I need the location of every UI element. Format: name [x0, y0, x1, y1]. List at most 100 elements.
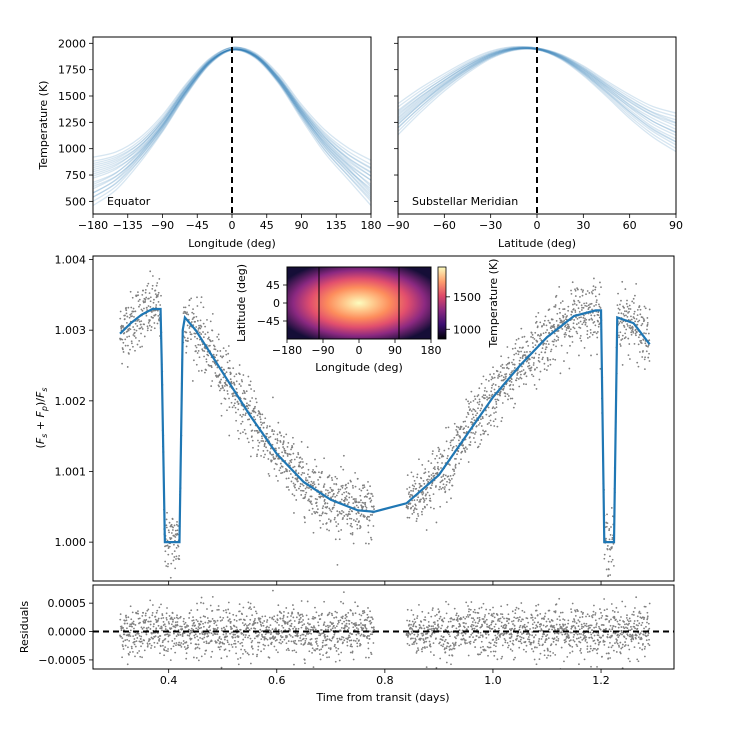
residual-data-point: [216, 633, 219, 636]
residual-data-point: [619, 632, 622, 635]
phase-curve-data-point: [534, 331, 537, 334]
phase-curve-data-point: [170, 523, 173, 526]
residual-data-point: [295, 616, 298, 619]
residual-data-point: [519, 624, 522, 627]
residual-data-point: [583, 622, 586, 625]
residual-data-point: [493, 654, 496, 657]
phase-curve-data-point: [141, 345, 143, 348]
residual-data-point: [228, 649, 231, 652]
residual-data-point: [447, 642, 450, 645]
phase-curve-data-point: [450, 477, 453, 480]
residual-data-point: [234, 633, 236, 636]
residual-data-point: [168, 622, 171, 625]
phase-curve-data-point: [145, 296, 148, 299]
residual-data-point: [483, 648, 486, 651]
meridian-x-ticks: −90 −60 −30 0 30 60 90: [386, 214, 683, 232]
residual-data-point: [315, 611, 318, 614]
phase-curve-data-point: [579, 320, 582, 323]
phase-curve-data-point: [204, 333, 207, 336]
residual-data-point: [351, 650, 354, 653]
phase-curve-data-point: [242, 408, 245, 411]
residual-data-point: [449, 648, 452, 650]
residual-data-point: [360, 622, 362, 625]
phase-curve-data-point: [563, 308, 566, 310]
phase-curve-data-point: [547, 359, 549, 362]
residual-data-point: [586, 651, 589, 653]
phase-curve-data-point: [144, 288, 147, 291]
phase-curve-data-point: [264, 453, 266, 456]
residual-data-point: [198, 647, 201, 650]
phase-curve-data-point: [318, 471, 320, 474]
residual-data-point: [538, 658, 541, 661]
phase-curve-data-point: [152, 316, 155, 319]
phase-curve-data-point: [582, 321, 585, 324]
residual-data-point: [199, 616, 202, 619]
phase-curve-data-point: [426, 491, 429, 494]
residual-data-point: [146, 642, 149, 645]
residual-data-point: [425, 666, 428, 669]
phase-curve-data-point: [323, 498, 326, 501]
phase-curve-data-point: [310, 495, 313, 498]
residual-data-point: [197, 659, 200, 662]
residual-data-point: [596, 647, 599, 650]
residual-data-point: [457, 634, 460, 636]
residual-data-point: [558, 623, 561, 626]
residuals-axes-frame: [92, 584, 675, 670]
colorbar-tick-label: 1500: [453, 291, 481, 304]
phase-curve-data-point: [561, 320, 563, 323]
phase-curve-data-point: [266, 449, 269, 452]
phase-curve-data-point: [186, 337, 189, 340]
phase-curve-data-point: [229, 378, 232, 381]
residual-data-point: [329, 647, 332, 650]
residual-data-point: [153, 646, 156, 648]
residual-data-point: [503, 617, 505, 620]
phase-curve-data-point: [573, 300, 576, 303]
phase-curve-data-point: [121, 362, 123, 365]
phase-curve-data-point: [290, 480, 293, 483]
residual-data-point: [194, 636, 196, 639]
residual-data-point: [648, 638, 650, 641]
residual-data-point: [567, 634, 570, 637]
phase-curve-data-point: [408, 491, 411, 494]
phase-curve-data-point: [302, 490, 305, 492]
phase-curve-data-point: [169, 576, 172, 579]
residual-data-point: [263, 638, 266, 641]
phase-curve-data-point: [469, 408, 472, 411]
residual-data-point: [544, 641, 547, 644]
residual-data-point: [512, 623, 514, 625]
residual-data-point: [563, 628, 566, 630]
residual-data-point: [180, 642, 183, 644]
residual-data-point: [416, 615, 419, 617]
phase-curve-data-point: [344, 497, 347, 500]
phase-curve-data-point: [570, 289, 572, 292]
phase-curve-data-point: [633, 342, 636, 345]
residual-data-point: [138, 650, 141, 652]
phase-curve-data-point: [587, 304, 590, 307]
residual-data-point: [473, 608, 476, 611]
phase-curve-data-point: [151, 284, 154, 287]
residual-data-point: [330, 639, 333, 642]
phase-curve-data-point: [514, 347, 517, 350]
residual-data-point: [201, 633, 204, 635]
residual-data-point: [430, 635, 432, 638]
residual-data-point: [242, 638, 245, 641]
phase-curve-data-point: [591, 308, 593, 311]
residual-data-point: [638, 633, 641, 636]
residual-data-point: [557, 637, 560, 640]
residual-data-point: [302, 633, 305, 636]
residual-data-point: [201, 638, 204, 640]
phase-curve-data-point: [539, 337, 541, 340]
residual-data-point: [362, 624, 365, 627]
residual-data-point: [183, 623, 186, 626]
phase-curve-data-point: [455, 429, 458, 431]
phase-curve-data-point: [522, 383, 525, 385]
phase-curve-data-point: [541, 358, 544, 361]
phase-curve-data-point: [130, 306, 133, 309]
residual-data-point: [222, 633, 225, 636]
phase-curve-data-point: [212, 353, 215, 356]
phase-curve-data-point: [300, 473, 303, 476]
residual-data-point: [155, 611, 158, 614]
residual-data-point: [531, 623, 534, 626]
phase-curve-data-point: [345, 486, 348, 489]
phase-curve-data-point: [145, 314, 148, 317]
